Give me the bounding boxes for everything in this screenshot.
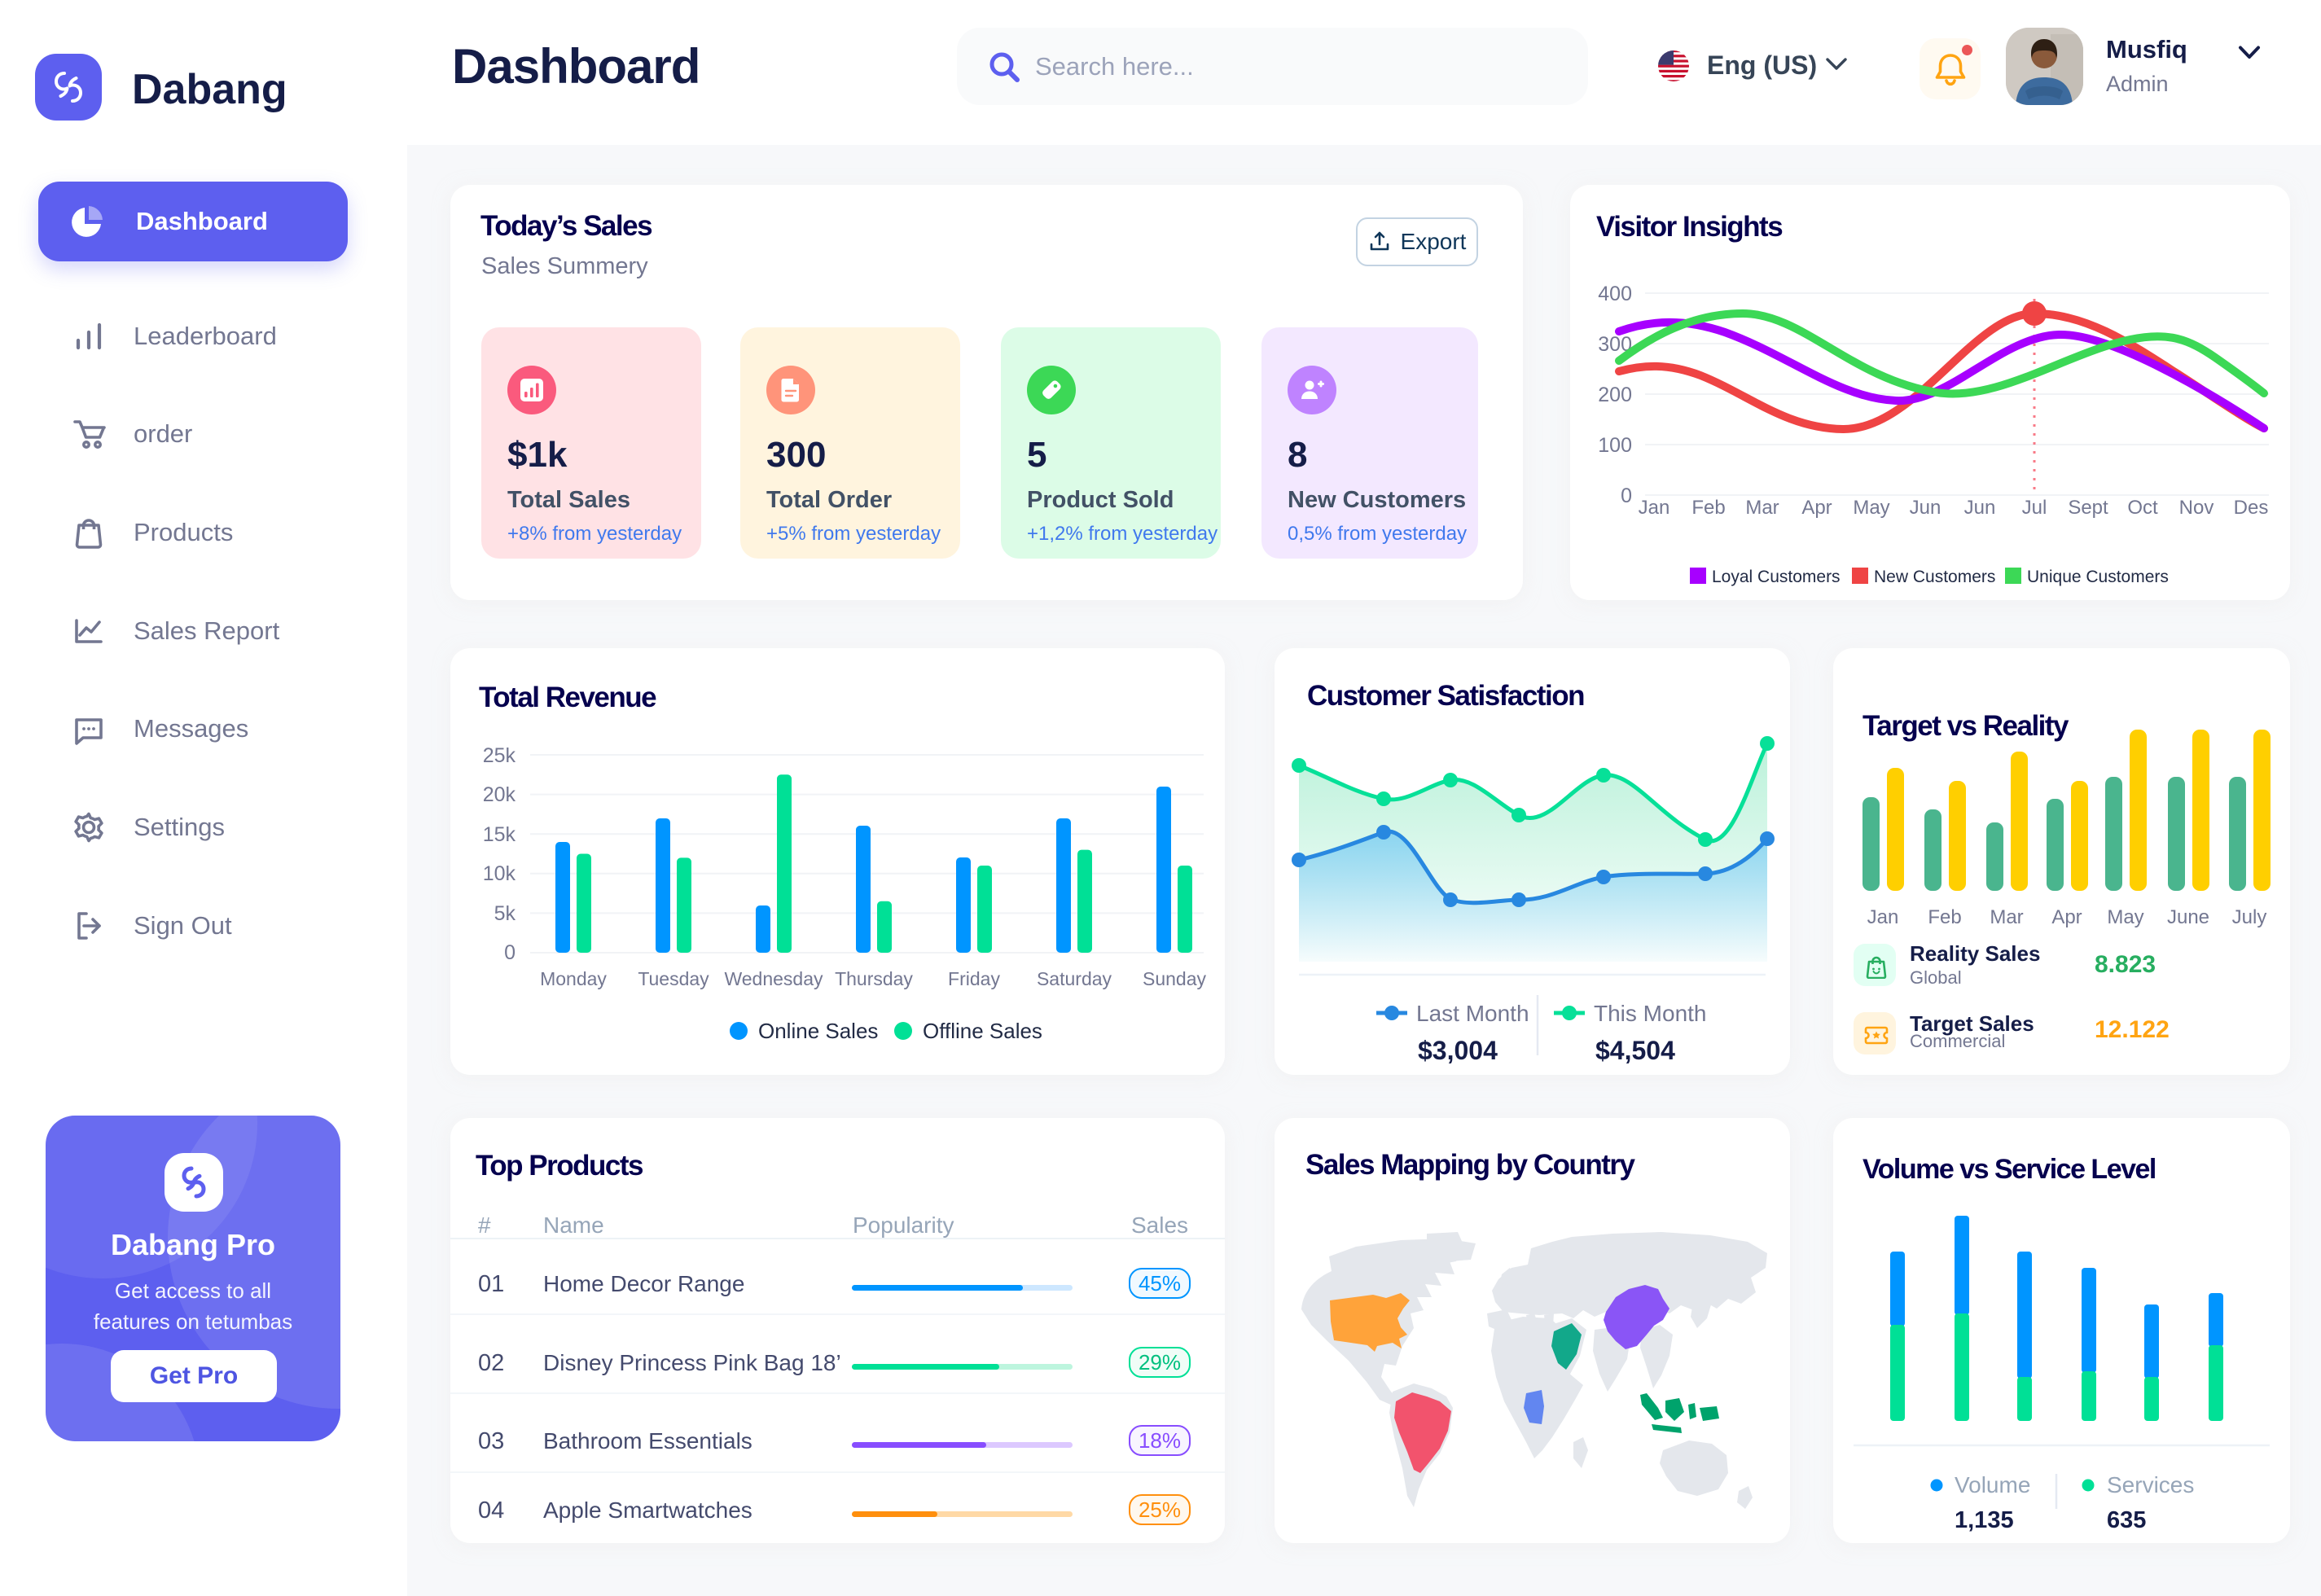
svg-text:Volume: Volume [1955, 1472, 2030, 1497]
svg-text:Wednesday: Wednesday [724, 968, 823, 989]
svg-text:Mar: Mar [1990, 906, 2023, 928]
svg-text:$4,504: $4,504 [1595, 1036, 1675, 1065]
svg-text:July: July [2232, 906, 2267, 928]
svg-text:400: 400 [1598, 283, 1632, 305]
svg-text:10k: 10k [483, 862, 516, 885]
svg-text:Loyal Customers: Loyal Customers [1712, 568, 1841, 586]
svg-text:1,135: 1,135 [1955, 1507, 2014, 1533]
svg-text:Oct: Oct [2127, 497, 2158, 519]
svg-text:Saturday: Saturday [1037, 968, 1112, 989]
svg-text:Jun: Jun [1910, 497, 1941, 519]
svg-text:15k: 15k [483, 823, 516, 846]
svg-text:This Month: This Month [1594, 1001, 1707, 1026]
svg-text:Friday: Friday [948, 968, 1000, 989]
svg-text:0: 0 [504, 941, 516, 964]
svg-text:Jun: Jun [1964, 497, 1996, 519]
svg-text:June: June [2167, 906, 2209, 928]
svg-text:200: 200 [1598, 384, 1632, 406]
svg-text:Tuesday: Tuesday [638, 968, 709, 989]
svg-text:Last Month: Last Month [1416, 1001, 1529, 1026]
svg-text:New Customers: New Customers [1874, 568, 1995, 586]
svg-text:Sunday: Sunday [1143, 968, 1207, 989]
svg-text:May: May [1853, 497, 1889, 519]
svg-text:Feb: Feb [1928, 906, 1961, 928]
svg-text:Sept: Sept [2068, 497, 2108, 519]
svg-text:Online Sales: Online Sales [758, 1019, 878, 1043]
svg-text:100: 100 [1598, 434, 1632, 457]
svg-text:Jan: Jan [1639, 497, 1670, 519]
svg-text:25k: 25k [483, 744, 516, 767]
svg-text:Services: Services [2107, 1472, 2194, 1497]
svg-text:20k: 20k [483, 783, 516, 806]
svg-text:Nov: Nov [2179, 497, 2214, 519]
svg-text:Monday: Monday [540, 968, 607, 989]
svg-text:Apr: Apr [1801, 497, 1832, 519]
svg-text:5k: 5k [494, 902, 516, 925]
svg-text:635: 635 [2107, 1507, 2146, 1533]
svg-text:Des: Des [2234, 497, 2269, 519]
svg-text:Jan: Jan [1867, 906, 1899, 928]
svg-text:Unique Customers: Unique Customers [2027, 568, 2169, 586]
svg-text:Jul: Jul [2022, 497, 2047, 519]
svg-text:0: 0 [1621, 484, 1632, 507]
svg-text:Apr: Apr [2051, 906, 2082, 928]
svg-text:Mar: Mar [1745, 497, 1779, 519]
svg-text:May: May [2107, 906, 2143, 928]
svg-text:Feb: Feb [1691, 497, 1725, 519]
svg-text:$3,004: $3,004 [1418, 1036, 1498, 1065]
svg-text:Offline Sales: Offline Sales [923, 1019, 1042, 1043]
svg-text:Thursday: Thursday [835, 968, 913, 989]
